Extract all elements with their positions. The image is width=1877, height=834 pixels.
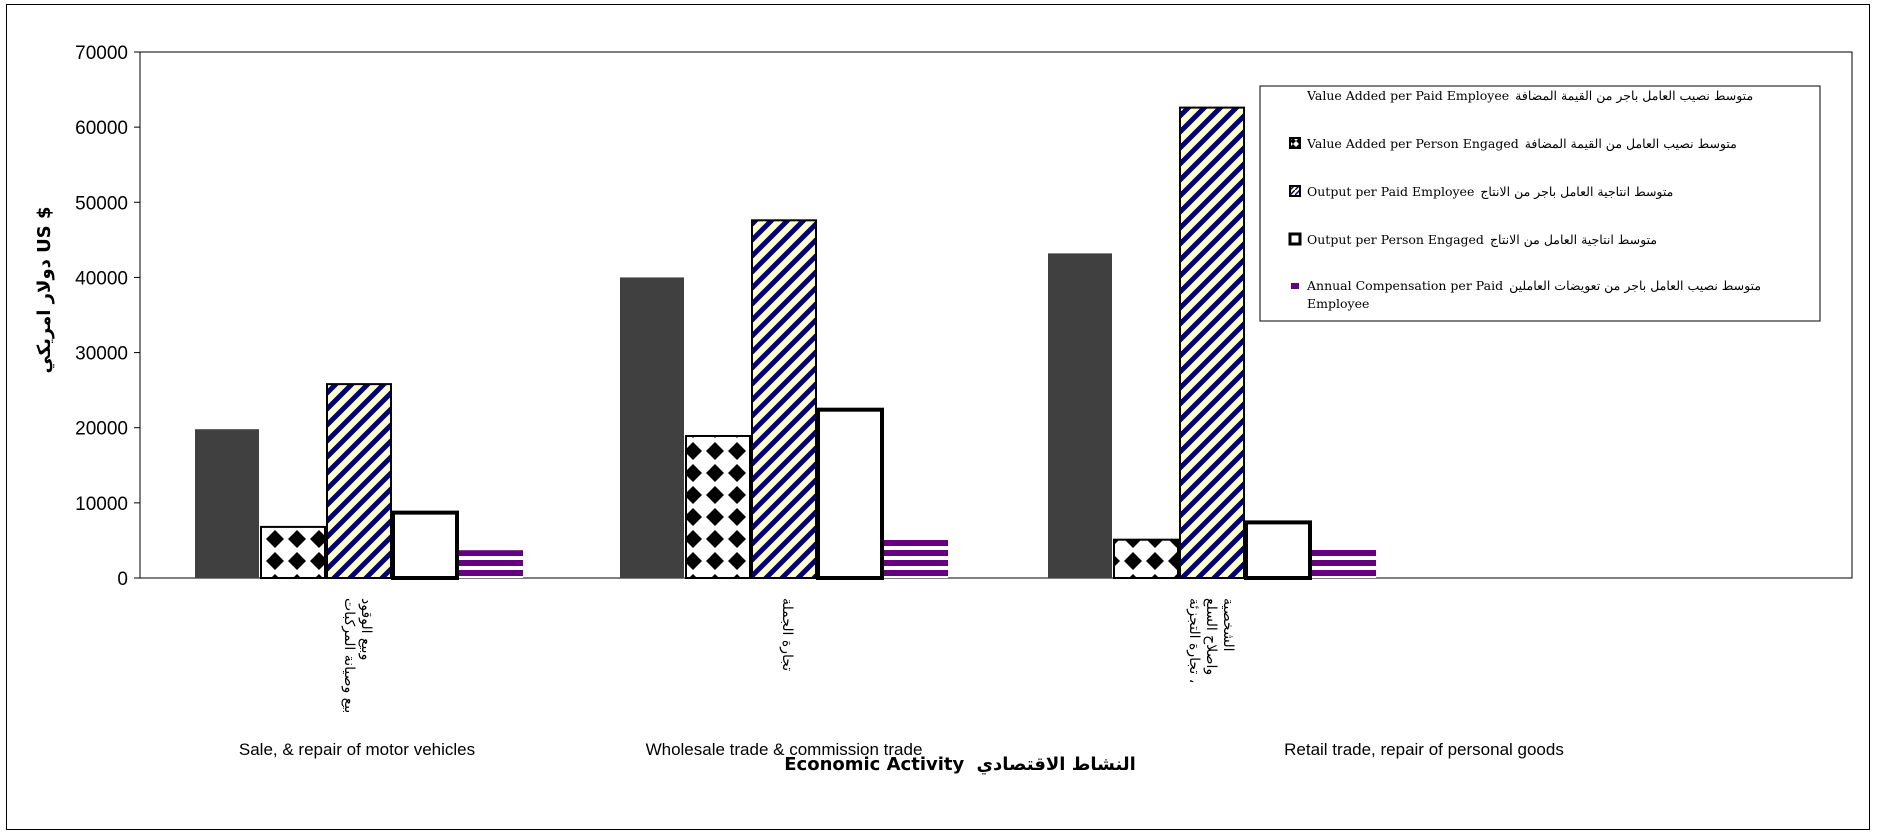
legend-label: Value Added per Paid Employee متوسط نصيب … (1306, 88, 1753, 104)
bar-hollow-cat3 (1244, 520, 1312, 580)
legend-swatch-diamond (1289, 137, 1301, 149)
y-tick-label: 30000 (75, 344, 128, 365)
category-label-ar-line: بيع وصيانة المركبات (341, 598, 357, 713)
category-label-ar: بيع وصيانة المركبات وبيع الوقود (341, 598, 374, 713)
x-axis-labels: Sale, & repair of motor vehicles بيع وصيا… (239, 598, 1564, 759)
x-axis-title-en: Economic Activity (784, 754, 964, 775)
bars (195, 106, 1376, 581)
chart-frame (6, 4, 1870, 830)
category-label-ar-line: الشخصية (1220, 598, 1236, 652)
x-axis-title: Economic Activity النشاط الاقتصادي (784, 754, 1136, 775)
bar-solid-cat2 (620, 277, 684, 578)
legend-box (1259, 85, 1821, 322)
legend-label: Output per Paid Employee متوسط انتاجية ال… (1307, 184, 1673, 200)
category-label-ar: تجارة التجزئة ،واصلاح السلع الشخصية (1186, 598, 1236, 683)
bar-horizontal-cat1 (459, 550, 523, 578)
bar-diamond-cat2 (685, 434, 751, 580)
y-tick-label: 40000 (75, 268, 128, 289)
y-tick-label: 60000 (75, 118, 128, 139)
plot-area (139, 51, 1853, 579)
category-label-ar-line: تجارة الجملة (779, 598, 795, 671)
legend-label: Output per Person Engaged متوسط انتاجية ا… (1307, 232, 1657, 248)
bar-diamond-cat3 (1113, 538, 1179, 579)
bar-solid-cat1 (195, 429, 259, 578)
category-label-ar: تجارة الجملة (779, 598, 795, 671)
y-tick-label: 70000 (75, 43, 128, 64)
legend-swatch-diagonal (1289, 185, 1301, 197)
legend-swatch-horizontal (1291, 283, 1299, 289)
plot-border (139, 51, 1853, 579)
y-tick-label: 20000 (75, 419, 128, 440)
bar-hollow-cat1 (391, 510, 459, 581)
bar-diagonal-cat3 (1179, 106, 1245, 579)
category-label-en: Wholesale trade & commission trade (646, 740, 923, 759)
bar-solid-cat3 (1048, 253, 1112, 578)
bar-diagonal-cat2 (751, 219, 817, 579)
legend: Value Added per Paid Employee متوسط نصيب … (1259, 85, 1821, 322)
category-label-en: Sale, & repair of motor vehicles (239, 740, 475, 759)
legend-label: Annual Compensation per Paid متوسط نصيب ا… (1306, 278, 1761, 294)
x-axis-title-ar: النشاط الاقتصادي (977, 754, 1136, 775)
bar-hollow-cat2 (816, 407, 884, 580)
legend-label-line2: Employee (1307, 296, 1369, 311)
y-axis-title: دولار امريكي US $ (34, 206, 55, 373)
legend-label: Value Added per Person Engaged متوسط نصيب… (1306, 136, 1737, 152)
y-tick-label: 50000 (75, 193, 128, 214)
bar-diamond-cat1 (260, 525, 326, 579)
category-label-ar-line: واصلاح السلع (1203, 598, 1219, 675)
y-tick-label: 10000 (75, 494, 128, 515)
bar-diagonal-cat1 (326, 383, 392, 580)
legend-swatch-hollow (1288, 232, 1302, 246)
y-tick-label: 0 (117, 569, 128, 590)
category-label-ar-line: تجارة التجزئة ، (1186, 598, 1202, 683)
bar-horizontal-cat2 (884, 539, 948, 578)
y-axis: 0 10000 20000 30000 40000 50000 60000 70000 (75, 43, 140, 590)
category-label-en: Retail trade, repair of personal goods (1284, 740, 1564, 759)
bar-horizontal-cat3 (1312, 547, 1376, 578)
category-label-ar-line: وبيع الوقود (358, 598, 374, 660)
